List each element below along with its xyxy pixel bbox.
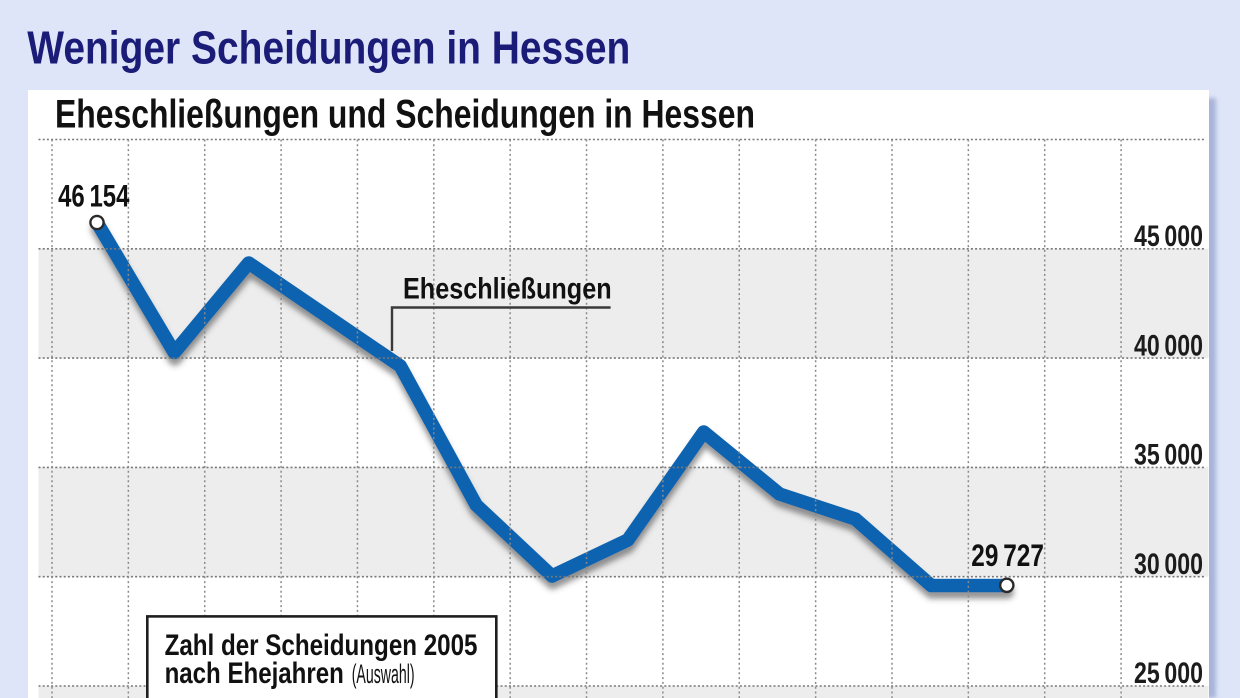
svg-text:35 000: 35 000 bbox=[1134, 439, 1203, 472]
svg-text:Weniger Scheidungen in Hessen: Weniger Scheidungen in Hessen bbox=[27, 22, 630, 74]
svg-text:25 000: 25 000 bbox=[1134, 657, 1203, 690]
svg-text:30 000: 30 000 bbox=[1134, 548, 1203, 581]
svg-text:(Auswahl): (Auswahl) bbox=[352, 659, 415, 689]
svg-text:46 154: 46 154 bbox=[58, 178, 130, 214]
svg-text:Eheschließungen: Eheschließungen bbox=[403, 273, 612, 306]
svg-text:nach Ehejahren: nach Ehejahren bbox=[165, 657, 344, 690]
svg-text:Zahl der Scheidungen 2005: Zahl der Scheidungen 2005 bbox=[165, 629, 478, 662]
svg-text:45 000: 45 000 bbox=[1134, 220, 1203, 253]
svg-text:Eheschließungen und Scheidunge: Eheschließungen und Scheidungen in Hesse… bbox=[55, 93, 755, 137]
svg-text:29 727: 29 727 bbox=[971, 537, 1044, 573]
svg-text:40 000: 40 000 bbox=[1134, 329, 1203, 362]
